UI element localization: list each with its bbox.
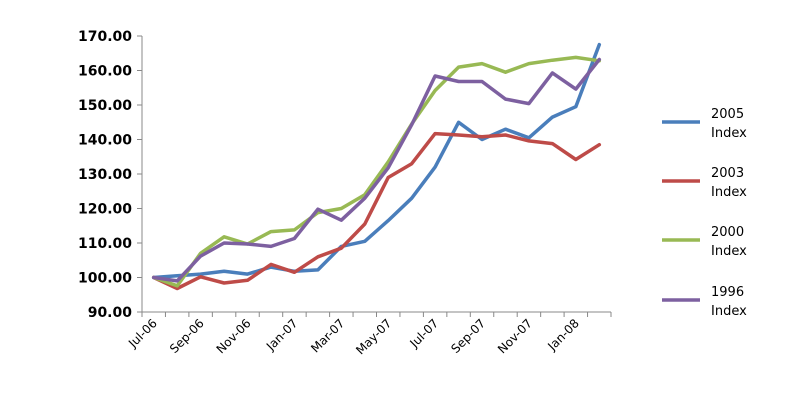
series-line-3 [151,57,602,283]
y-tick-label: 150.00 [78,98,132,114]
x-tick-label: Jan-08 [544,316,582,354]
y-tick-label: 130.00 [78,167,132,183]
x-tick-label: Mar-07 [308,316,347,355]
x-tick-label: May-07 [353,316,394,357]
x-tick-label: Jan-07 [263,316,301,354]
y-tick-label: 100.00 [78,271,132,287]
legend-label: 2005 Index [711,107,747,141]
chart-axes [141,36,611,313]
x-tick-label: Jul-06 [125,316,160,351]
series-line-0 [151,42,602,280]
x-tick-label: Nov-06 [214,316,254,356]
x-tick-label: Nov-07 [495,316,535,356]
x-tick-label: Sep-06 [167,316,207,356]
series-line-2 [151,55,602,288]
legend-label: 1996 Index [711,285,747,319]
legend-label: 2000 Index [711,225,747,259]
legend-label: 2003 Index [711,166,747,200]
x-tick-label: Jul-07 [407,316,442,351]
x-axis-ticks: Jul-06 Sep-06 Nov-06 Jan-07 Mar-07 May-07 Jul-… [125,312,612,357]
y-tick-label: 120.00 [78,202,132,218]
chart-legend: 2005 Index 2003 Index 2000 Index 1996 Index [662,107,747,319]
series-line-1 [151,131,602,291]
y-tick-label: 160.00 [78,64,132,80]
y-tick-label: 140.00 [78,133,132,149]
y-tick-label: 110.00 [78,236,132,252]
y-tick-label: 170.00 [78,29,132,45]
y-tick-label: 90.00 [88,305,133,321]
y-axis-ticks: 90.00 100.00 110.00 120.00 130.00 140.00 150.0… [78,29,142,321]
chart-series-lines [151,42,602,291]
x-tick-label: Sep-07 [448,316,488,356]
